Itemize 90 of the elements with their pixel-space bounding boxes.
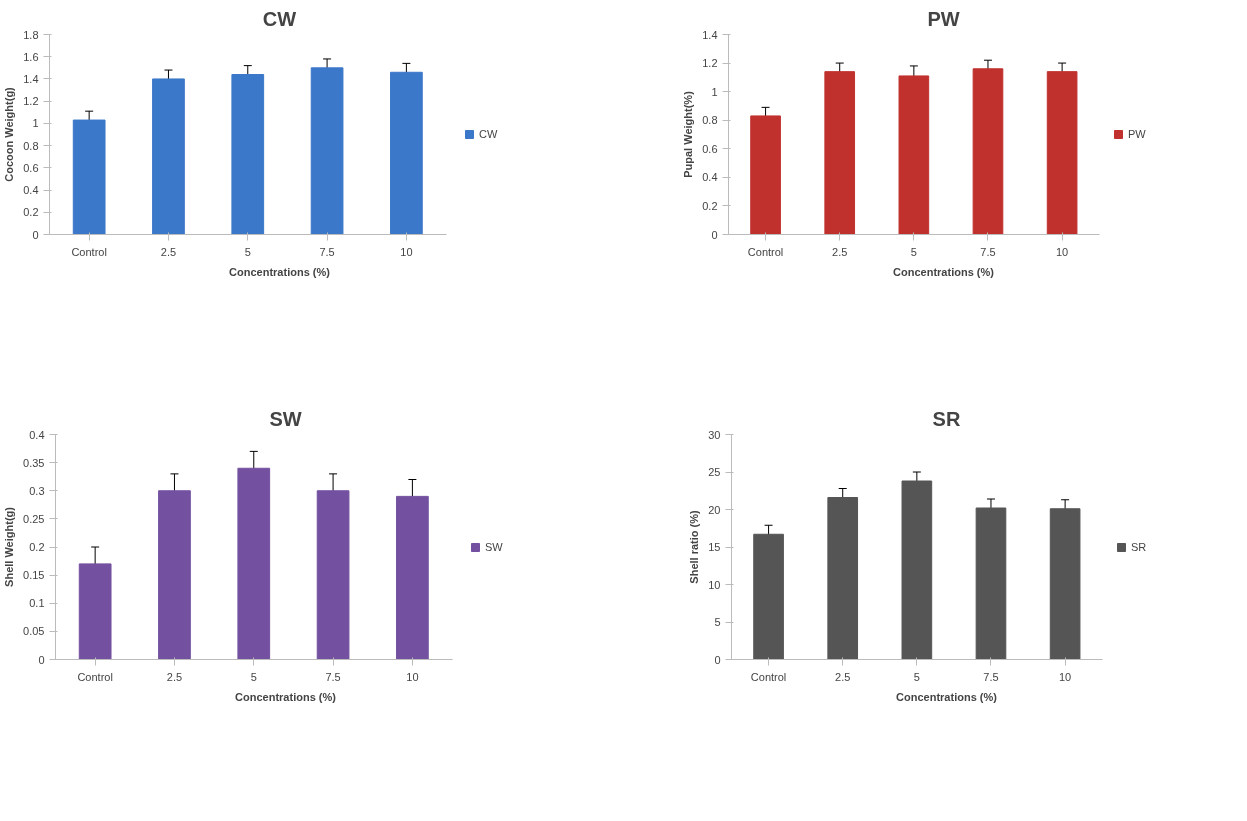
x-tick-label: 10 [406, 670, 419, 683]
x-tick-label: Control [750, 670, 787, 683]
bar [824, 71, 856, 235]
x-tick-label: 5 [910, 245, 917, 258]
y-tick-label: 15 [708, 541, 721, 553]
legend-label: SR [1131, 540, 1148, 553]
x-tick-label: 7.5 [980, 245, 996, 258]
x-tick-label: 2.5 [835, 670, 851, 683]
y-tick-label: 1.4 [23, 72, 39, 85]
bar [827, 497, 859, 660]
y-tick-label: 0 [714, 653, 721, 666]
bar [975, 507, 1007, 660]
y-tick-label: 0.15 [23, 569, 45, 582]
bar [901, 480, 933, 660]
x-tick-label: 7.5 [325, 670, 341, 683]
bar [390, 71, 423, 235]
bar [152, 78, 185, 235]
bar [972, 68, 1004, 235]
y-tick-label: 1.6 [23, 50, 39, 63]
y-tick-label: 0 [32, 228, 39, 241]
bar [316, 490, 350, 660]
y-tick-label: 1 [32, 117, 39, 130]
x-tick-label: 10 [400, 245, 413, 258]
y-tick-label: 0.8 [23, 139, 39, 152]
bar [231, 74, 265, 235]
bar [898, 75, 930, 235]
y-tick-label: 0.3 [29, 484, 45, 497]
y-tick-label: 20 [708, 503, 721, 516]
x-axis-title: Concentrations (%) [235, 690, 337, 703]
y-tick-label: 25 [708, 466, 721, 478]
legend-label: CW [479, 128, 499, 140]
chart-title: PW [927, 7, 960, 30]
x-tick-label: 7.5 [319, 245, 335, 258]
y-tick-label: 0.6 [702, 142, 718, 155]
x-tick-label: 7.5 [983, 670, 999, 683]
y-tick-label: 30 [708, 428, 721, 441]
x-axis-title: Concentrations (%) [896, 690, 998, 703]
y-axis-title: Pupal Weight(%) [682, 90, 695, 178]
x-tick-label: 2.5 [166, 670, 183, 683]
bar [78, 563, 112, 660]
y-tick-label: 1.2 [702, 57, 718, 70]
y-tick-label: 0.4 [702, 171, 718, 184]
y-axis-title: Shell Weight(g) [3, 506, 16, 587]
y-tick-label: 0.25 [23, 512, 45, 525]
bar [310, 67, 344, 235]
chart-title: SW [269, 407, 302, 430]
x-tick-label: 10 [1056, 245, 1069, 258]
legend-label: SW [485, 540, 504, 553]
y-tick-label: 0.8 [702, 114, 718, 127]
y-tick-label: 0.2 [29, 541, 45, 553]
y-tick-label: 0.05 [23, 625, 45, 638]
bar [750, 115, 781, 235]
y-tick-label: 0.4 [29, 428, 45, 441]
y-tick-label: 10 [708, 578, 721, 591]
x-tick-label: 5 [244, 245, 251, 258]
y-tick-label: 0 [711, 228, 718, 241]
y-tick-label: 0.4 [23, 184, 39, 197]
x-tick-label: 2.5 [160, 245, 177, 258]
x-tick-label: 10 [1059, 670, 1072, 683]
x-axis-title: Concentrations (%) [229, 265, 331, 278]
bar [158, 490, 191, 660]
x-tick-label: Control [77, 670, 113, 683]
chart-title: CW [262, 7, 297, 30]
bar [237, 467, 271, 660]
x-tick-label: 5 [250, 670, 257, 683]
x-tick-label: 2.5 [832, 245, 848, 258]
y-tick-label: 0.35 [23, 456, 45, 469]
y-tick-label: 1.4 [702, 28, 718, 41]
x-tick-label: Control [71, 245, 107, 258]
y-tick-label: 0.2 [702, 199, 718, 212]
y-tick-label: 1.2 [23, 95, 39, 108]
bar [72, 119, 106, 235]
y-tick-label: 0 [38, 653, 45, 666]
chart-title: SR [932, 407, 961, 430]
x-axis-title: Concentrations (%) [893, 265, 995, 278]
bar [753, 533, 784, 660]
y-axis-title: Shell ratio (%) [688, 509, 701, 584]
bar [1046, 71, 1078, 235]
y-axis-title: Cocoon Weight(g) [3, 86, 16, 182]
y-tick-label: 1 [711, 85, 718, 98]
y-tick-label: 1.8 [23, 28, 39, 41]
bar [1049, 508, 1081, 660]
y-tick-label: 0.6 [23, 161, 39, 174]
y-tick-label: 0.2 [23, 206, 39, 219]
x-tick-label: Control [747, 245, 784, 258]
x-tick-label: 5 [913, 670, 920, 683]
legend-label: PW [1128, 128, 1147, 140]
y-tick-label: 0.1 [29, 597, 45, 610]
bar [396, 495, 429, 660]
y-tick-label: 5 [714, 616, 721, 628]
